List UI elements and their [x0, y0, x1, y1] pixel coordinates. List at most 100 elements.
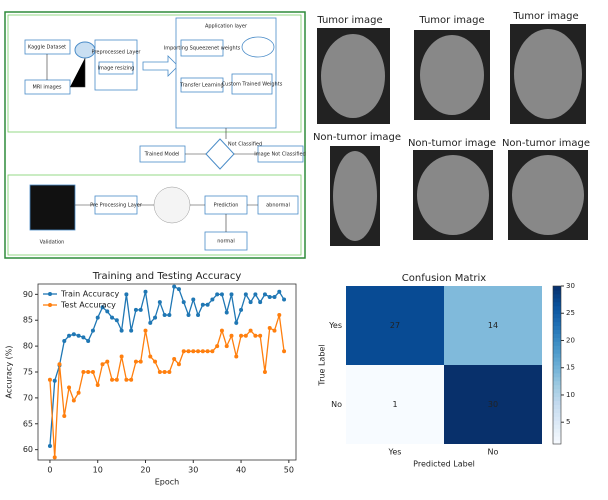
point [47, 444, 52, 449]
point [138, 359, 143, 364]
x-tick-label: 10 [93, 466, 103, 475]
colorbar-segment [553, 408, 561, 413]
point [100, 362, 105, 367]
cell-label: 27 [390, 321, 400, 330]
cloud [241, 36, 275, 58]
point [110, 377, 115, 382]
legend-marker [48, 292, 52, 296]
node [180, 77, 224, 93]
point [71, 398, 76, 403]
x-tick-label: 0 [47, 466, 52, 475]
point [162, 313, 167, 318]
node [175, 17, 277, 129]
point [133, 359, 138, 364]
colorbar-segment [553, 396, 561, 402]
colorbar-segment [553, 349, 561, 354]
point [219, 292, 224, 297]
colorbar-frame [552, 285, 562, 445]
point [267, 294, 272, 299]
colorbar-segment [553, 412, 561, 417]
y-tick-label: Yes [328, 321, 342, 330]
colorbar-tick-label: 25 [566, 309, 575, 317]
colorbar-segment [553, 313, 561, 319]
connectors [46, 54, 258, 232]
chart-title: Confusion Matrix [402, 273, 486, 284]
point [90, 370, 95, 374]
colorbar-segment [553, 440, 561, 445]
node-label: Image Not Classified [254, 152, 306, 158]
colorbar-segment [553, 428, 561, 433]
point [133, 307, 138, 312]
point [272, 328, 277, 333]
image-label: Tumor image [316, 15, 382, 26]
point [224, 310, 229, 315]
y-tick-label: 75 [23, 368, 33, 377]
confusion-matrix: Confusion Matrix Predicted Label True Labe… [318, 273, 575, 469]
colorbar-segment [553, 317, 561, 323]
colorbar-segment [553, 372, 561, 378]
arrow [142, 55, 179, 77]
point [234, 320, 239, 325]
x-axis-label: Predicted Label [413, 460, 475, 469]
point [239, 307, 244, 312]
node [24, 39, 71, 55]
colorbar-tick-label: 30 [566, 282, 575, 290]
legend-label: Train Accuracy [60, 290, 120, 299]
point [129, 328, 134, 333]
image-label: Non-tumor image [313, 132, 401, 143]
node-label: Image resizing [98, 66, 135, 72]
colorbar-segment [553, 297, 561, 303]
point [110, 315, 115, 320]
point [114, 318, 119, 323]
colorbar-segment [553, 293, 561, 299]
node-label: Application layer [205, 24, 248, 30]
point [148, 320, 153, 325]
point [277, 289, 282, 294]
colorbar-segment [553, 341, 561, 346]
point [76, 333, 81, 338]
point [219, 328, 224, 333]
decision [205, 138, 235, 170]
node-label: MRI images [32, 85, 61, 91]
point [167, 370, 172, 374]
cell [444, 286, 542, 365]
node-label: Importing Squeezenet weights [164, 46, 241, 52]
cell-label: 14 [488, 321, 498, 330]
point [105, 359, 110, 364]
image-label: Tumor image [418, 15, 484, 26]
point [196, 313, 201, 318]
colorbar-tick-label: 10 [566, 391, 575, 399]
point [57, 362, 62, 367]
colorbar-segment [553, 392, 561, 398]
point [239, 333, 244, 338]
point [67, 333, 72, 338]
point [148, 354, 153, 359]
x-tick-label: 30 [188, 466, 198, 475]
point [272, 294, 277, 299]
colorbar-segment [553, 309, 561, 315]
point [210, 297, 215, 302]
colorbar-segment [553, 357, 561, 362]
colorbar-segment [553, 368, 561, 374]
colorbar-segment [553, 289, 561, 295]
colorbar-segment [553, 436, 561, 441]
colorbar-segment [553, 333, 561, 338]
colorbar-segment [553, 376, 561, 382]
point [124, 377, 129, 382]
x-tick-label: 50 [284, 466, 294, 475]
colorbar-segment [553, 361, 561, 366]
point [95, 382, 100, 387]
point [143, 289, 148, 294]
legend-marker [48, 303, 52, 307]
image-label: Tumor image [512, 11, 578, 22]
node-label: Not Classified [228, 142, 262, 148]
point [186, 313, 191, 318]
point [167, 313, 172, 318]
node-label: Custom Trained Weights [222, 82, 283, 88]
image-label: Non-tumor image [408, 138, 496, 149]
y-tick-label: 65 [23, 419, 33, 428]
y-tick-label: No [331, 400, 342, 409]
chart-title: Training and Testing Accuracy [92, 271, 242, 282]
cell [346, 286, 444, 365]
y-axis-label: Accuracy (%) [5, 346, 14, 399]
